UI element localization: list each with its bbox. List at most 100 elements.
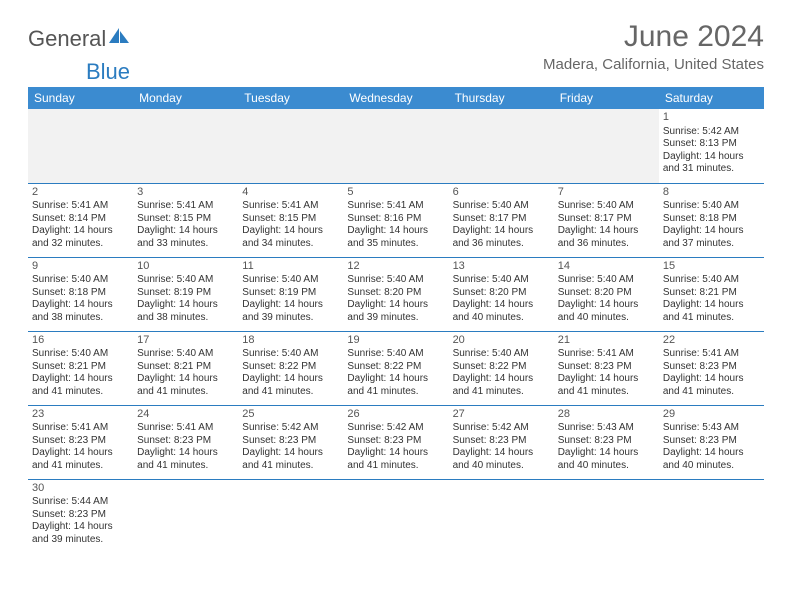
- sunrise-line: Sunrise: 5:44 AM: [32, 496, 129, 509]
- calendar-cell: 8Sunrise: 5:40 AMSunset: 8:18 PMDaylight…: [659, 183, 764, 257]
- sunrise-line: Sunrise: 5:41 AM: [663, 348, 760, 361]
- day-number: 12: [347, 260, 444, 274]
- col-thursday: Thursday: [449, 87, 554, 109]
- sunset-line: Sunset: 8:20 PM: [558, 287, 655, 300]
- day-number: 17: [137, 334, 234, 348]
- daylight-line: Daylight: 14 hours and 41 minutes.: [453, 373, 550, 398]
- logo: General: [28, 20, 130, 52]
- sunrise-line: Sunrise: 5:41 AM: [137, 200, 234, 213]
- calendar-cell: 10Sunrise: 5:40 AMSunset: 8:19 PMDayligh…: [133, 257, 238, 331]
- sunset-line: Sunset: 8:16 PM: [347, 213, 444, 226]
- daylight-line: Daylight: 14 hours and 40 minutes.: [558, 447, 655, 472]
- calendar-cell: 20Sunrise: 5:40 AMSunset: 8:22 PMDayligh…: [449, 331, 554, 405]
- sunset-line: Sunset: 8:23 PM: [558, 361, 655, 374]
- sunrise-line: Sunrise: 5:40 AM: [663, 274, 760, 287]
- sunrise-line: Sunrise: 5:40 AM: [558, 200, 655, 213]
- daylight-line: Daylight: 14 hours and 41 minutes.: [663, 299, 760, 324]
- calendar-cell: [554, 479, 659, 553]
- calendar-cell: 2Sunrise: 5:41 AMSunset: 8:14 PMDaylight…: [28, 183, 133, 257]
- sunset-line: Sunset: 8:20 PM: [347, 287, 444, 300]
- daylight-line: Daylight: 14 hours and 41 minutes.: [32, 447, 129, 472]
- calendar-row: 23Sunrise: 5:41 AMSunset: 8:23 PMDayligh…: [28, 405, 764, 479]
- daylight-line: Daylight: 14 hours and 40 minutes.: [453, 299, 550, 324]
- day-number: 27: [453, 408, 550, 422]
- sunrise-line: Sunrise: 5:43 AM: [663, 422, 760, 435]
- sunrise-line: Sunrise: 5:41 AM: [347, 200, 444, 213]
- sunset-line: Sunset: 8:14 PM: [32, 213, 129, 226]
- sunset-line: Sunset: 8:23 PM: [347, 435, 444, 448]
- sunrise-line: Sunrise: 5:41 AM: [137, 422, 234, 435]
- day-number: 21: [558, 334, 655, 348]
- sunrise-line: Sunrise: 5:40 AM: [32, 274, 129, 287]
- calendar-cell: 21Sunrise: 5:41 AMSunset: 8:23 PMDayligh…: [554, 331, 659, 405]
- calendar-cell: 4Sunrise: 5:41 AMSunset: 8:15 PMDaylight…: [238, 183, 343, 257]
- calendar-row: 2Sunrise: 5:41 AMSunset: 8:14 PMDaylight…: [28, 183, 764, 257]
- sunrise-line: Sunrise: 5:43 AM: [558, 422, 655, 435]
- daylight-line: Daylight: 14 hours and 39 minutes.: [242, 299, 339, 324]
- day-number: 5: [347, 186, 444, 200]
- sunrise-line: Sunrise: 5:40 AM: [558, 274, 655, 287]
- calendar-cell: 15Sunrise: 5:40 AMSunset: 8:21 PMDayligh…: [659, 257, 764, 331]
- calendar-cell: 12Sunrise: 5:40 AMSunset: 8:20 PMDayligh…: [343, 257, 448, 331]
- calendar-row: 1Sunrise: 5:42 AMSunset: 8:13 PMDaylight…: [28, 109, 764, 183]
- sunrise-line: Sunrise: 5:40 AM: [453, 200, 550, 213]
- calendar-cell: 27Sunrise: 5:42 AMSunset: 8:23 PMDayligh…: [449, 405, 554, 479]
- sunrise-line: Sunrise: 5:41 AM: [32, 422, 129, 435]
- sunset-line: Sunset: 8:23 PM: [32, 509, 129, 522]
- day-number: 25: [242, 408, 339, 422]
- sunrise-line: Sunrise: 5:40 AM: [453, 348, 550, 361]
- day-number: 10: [137, 260, 234, 274]
- calendar-cell: 22Sunrise: 5:41 AMSunset: 8:23 PMDayligh…: [659, 331, 764, 405]
- calendar-cell: 3Sunrise: 5:41 AMSunset: 8:15 PMDaylight…: [133, 183, 238, 257]
- day-number: 13: [453, 260, 550, 274]
- calendar-cell: [343, 479, 448, 553]
- sunset-line: Sunset: 8:18 PM: [32, 287, 129, 300]
- sunrise-line: Sunrise: 5:40 AM: [347, 348, 444, 361]
- daylight-line: Daylight: 14 hours and 41 minutes.: [242, 447, 339, 472]
- day-number: 30: [32, 482, 129, 496]
- daylight-line: Daylight: 14 hours and 32 minutes.: [32, 225, 129, 250]
- calendar-cell: 11Sunrise: 5:40 AMSunset: 8:19 PMDayligh…: [238, 257, 343, 331]
- calendar-row: 16Sunrise: 5:40 AMSunset: 8:21 PMDayligh…: [28, 331, 764, 405]
- day-number: 24: [137, 408, 234, 422]
- sunset-line: Sunset: 8:17 PM: [453, 213, 550, 226]
- calendar-row: 9Sunrise: 5:40 AMSunset: 8:18 PMDaylight…: [28, 257, 764, 331]
- daylight-line: Daylight: 14 hours and 40 minutes.: [663, 447, 760, 472]
- col-sunday: Sunday: [28, 87, 133, 109]
- sunset-line: Sunset: 8:21 PM: [137, 361, 234, 374]
- sunset-line: Sunset: 8:22 PM: [242, 361, 339, 374]
- sail-icon: [108, 27, 130, 45]
- daylight-line: Daylight: 14 hours and 41 minutes.: [347, 447, 444, 472]
- sunrise-line: Sunrise: 5:41 AM: [558, 348, 655, 361]
- sunrise-line: Sunrise: 5:41 AM: [32, 200, 129, 213]
- calendar-cell: 23Sunrise: 5:41 AMSunset: 8:23 PMDayligh…: [28, 405, 133, 479]
- sunset-line: Sunset: 8:15 PM: [242, 213, 339, 226]
- calendar-cell: [133, 479, 238, 553]
- sunrise-line: Sunrise: 5:40 AM: [242, 348, 339, 361]
- calendar-cell: 14Sunrise: 5:40 AMSunset: 8:20 PMDayligh…: [554, 257, 659, 331]
- daylight-line: Daylight: 14 hours and 33 minutes.: [137, 225, 234, 250]
- day-number: 3: [137, 186, 234, 200]
- daylight-line: Daylight: 14 hours and 41 minutes.: [242, 373, 339, 398]
- sunrise-line: Sunrise: 5:40 AM: [663, 200, 760, 213]
- daylight-line: Daylight: 14 hours and 36 minutes.: [558, 225, 655, 250]
- day-number: 22: [663, 334, 760, 348]
- day-number: 7: [558, 186, 655, 200]
- calendar-cell: [343, 109, 448, 183]
- sunrise-line: Sunrise: 5:42 AM: [453, 422, 550, 435]
- sunrise-line: Sunrise: 5:41 AM: [242, 200, 339, 213]
- sunrise-line: Sunrise: 5:40 AM: [32, 348, 129, 361]
- sunset-line: Sunset: 8:19 PM: [137, 287, 234, 300]
- sunset-line: Sunset: 8:20 PM: [453, 287, 550, 300]
- sunset-line: Sunset: 8:18 PM: [663, 213, 760, 226]
- sunset-line: Sunset: 8:23 PM: [663, 435, 760, 448]
- sunrise-line: Sunrise: 5:42 AM: [347, 422, 444, 435]
- calendar-row: 30Sunrise: 5:44 AMSunset: 8:23 PMDayligh…: [28, 479, 764, 553]
- sunset-line: Sunset: 8:21 PM: [663, 287, 760, 300]
- logo-text-1: General: [28, 26, 106, 52]
- sunset-line: Sunset: 8:15 PM: [137, 213, 234, 226]
- calendar-cell: 18Sunrise: 5:40 AMSunset: 8:22 PMDayligh…: [238, 331, 343, 405]
- col-wednesday: Wednesday: [343, 87, 448, 109]
- day-number: 6: [453, 186, 550, 200]
- sunset-line: Sunset: 8:23 PM: [453, 435, 550, 448]
